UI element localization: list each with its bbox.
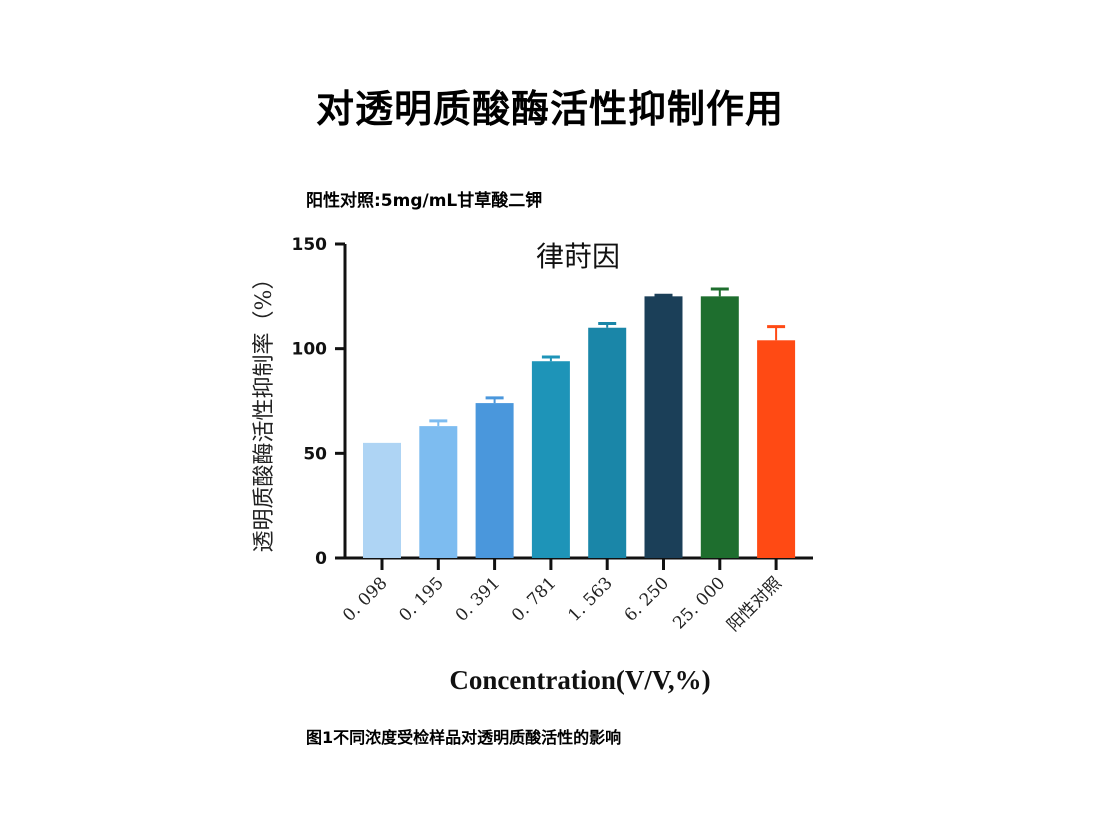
bar: [419, 426, 458, 558]
figure-caption: 图1不同浓度受检样品对透明质酸活性的影响: [306, 728, 622, 747]
x-axis-title: Concentration(V/V,%): [449, 665, 710, 695]
positive-control-note: 阳性对照:5mg/mL甘草酸二钾: [306, 191, 543, 211]
bar: [363, 442, 401, 558]
x-tick-label: 0. 391: [452, 573, 504, 625]
bar: [531, 361, 570, 558]
y-tick-label: 100: [292, 340, 328, 360]
chart-title: 律莳因: [536, 240, 620, 273]
y-tick-label: 50: [303, 444, 327, 464]
bar: [757, 340, 796, 558]
bar: [475, 403, 514, 558]
bar: [700, 296, 739, 558]
y-tick-label: 0: [315, 549, 327, 569]
y-tick-label: 150: [292, 235, 328, 255]
x-tick-label: 1. 563: [564, 573, 616, 625]
y-axis-title: 透明质酸酶活性抑制率（%）: [252, 268, 277, 553]
x-tick-label: 0. 195: [395, 573, 447, 625]
x-tick-label: 阳性对照: [723, 573, 785, 635]
x-tick-label: 0. 098: [339, 573, 391, 625]
bar: [588, 327, 627, 558]
chart-bars: [363, 287, 796, 558]
x-tick-label: 25. 000: [669, 573, 729, 633]
bar: [644, 296, 683, 558]
x-tick-label: 6. 250: [621, 573, 673, 625]
x-tick-label: 0. 781: [508, 573, 560, 625]
page-title: 对透明质酸酶活性抑制作用: [315, 87, 784, 131]
